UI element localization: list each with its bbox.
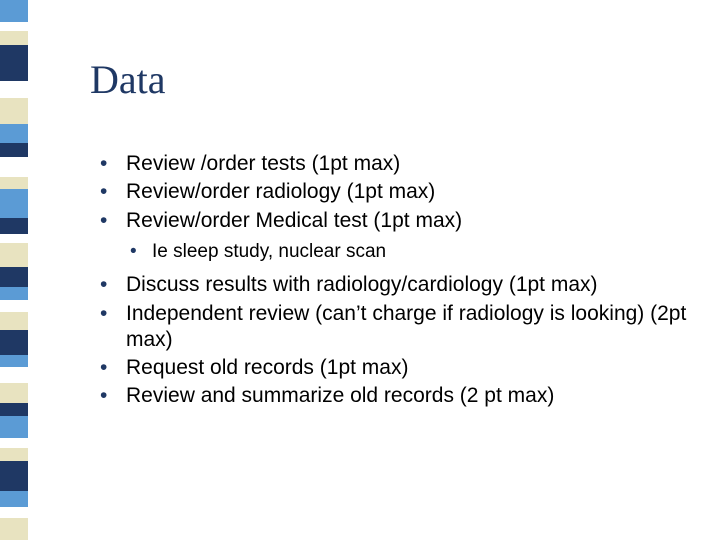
slide-title: Data (90, 56, 690, 103)
sidebar-segment (0, 22, 28, 32)
list-item: Request old records (1pt max) (90, 355, 690, 381)
sidebar-segment (0, 81, 28, 99)
list-item-text: Request old records (1pt max) (126, 356, 408, 379)
list-item-text: Discuss results with radiology/cardiolog… (126, 273, 598, 296)
list-item-text: Review/order Medical test (1pt max) (126, 209, 462, 232)
sub-list-item: Ie sleep study, nuclear scan (90, 240, 690, 265)
sidebar-segment (0, 507, 28, 519)
list-item: Independent review (can’t charge if radi… (90, 301, 690, 354)
sub-list-item-text: Ie sleep study, nuclear scan (152, 241, 386, 262)
sidebar-segment (0, 438, 28, 448)
sidebar-segment (0, 243, 28, 267)
sidebar-segment (0, 312, 28, 330)
sidebar-segment (0, 98, 28, 124)
list-item: Review/order radiology (1pt max) (90, 179, 690, 205)
sidebar-segment (0, 367, 28, 383)
sub-list: Ie sleep study, nuclear scan (90, 240, 690, 265)
list-item-text: Review/order radiology (1pt max) (126, 180, 435, 203)
slide-content: Data Review /order tests (1pt max)Review… (90, 56, 690, 412)
list-item: Discuss results with radiology/cardiolog… (90, 272, 690, 298)
list-item-text: Review /order tests (1pt max) (126, 152, 400, 175)
sidebar-segment (0, 518, 28, 540)
sidebar-segment (0, 218, 28, 234)
sidebar-segment (0, 403, 28, 417)
list-item: Review and summarize old records (2 pt m… (90, 383, 690, 409)
sidebar-segment (0, 461, 28, 490)
sidebar-segment (0, 177, 28, 189)
list-item: Review /order tests (1pt max) (90, 151, 690, 177)
sidebar-segment (0, 124, 28, 144)
decorative-sidebar (0, 0, 28, 540)
bullet-list: Review /order tests (1pt max) Review/orde… (90, 151, 690, 410)
sidebar-segment (0, 448, 28, 462)
sidebar-segment (0, 143, 28, 157)
sidebar-segment (0, 267, 28, 287)
list-item: Review/order Medical test (1pt max) (90, 208, 690, 234)
sidebar-segment (0, 355, 28, 367)
sidebar-segment (0, 234, 28, 244)
sidebar-segment (0, 287, 28, 301)
sidebar-segment (0, 416, 28, 438)
sidebar-segment (0, 31, 28, 45)
sidebar-segment (0, 383, 28, 403)
sidebar-segment (0, 491, 28, 507)
sidebar-segment (0, 300, 28, 312)
sidebar-segment (0, 0, 28, 22)
sidebar-segment (0, 157, 28, 177)
sidebar-segment (0, 189, 28, 218)
sidebar-segment (0, 45, 28, 80)
sidebar-segment (0, 330, 28, 356)
list-item-text: Independent review (can’t charge if radi… (126, 302, 686, 351)
list-item-text: Review and summarize old records (2 pt m… (126, 384, 554, 407)
